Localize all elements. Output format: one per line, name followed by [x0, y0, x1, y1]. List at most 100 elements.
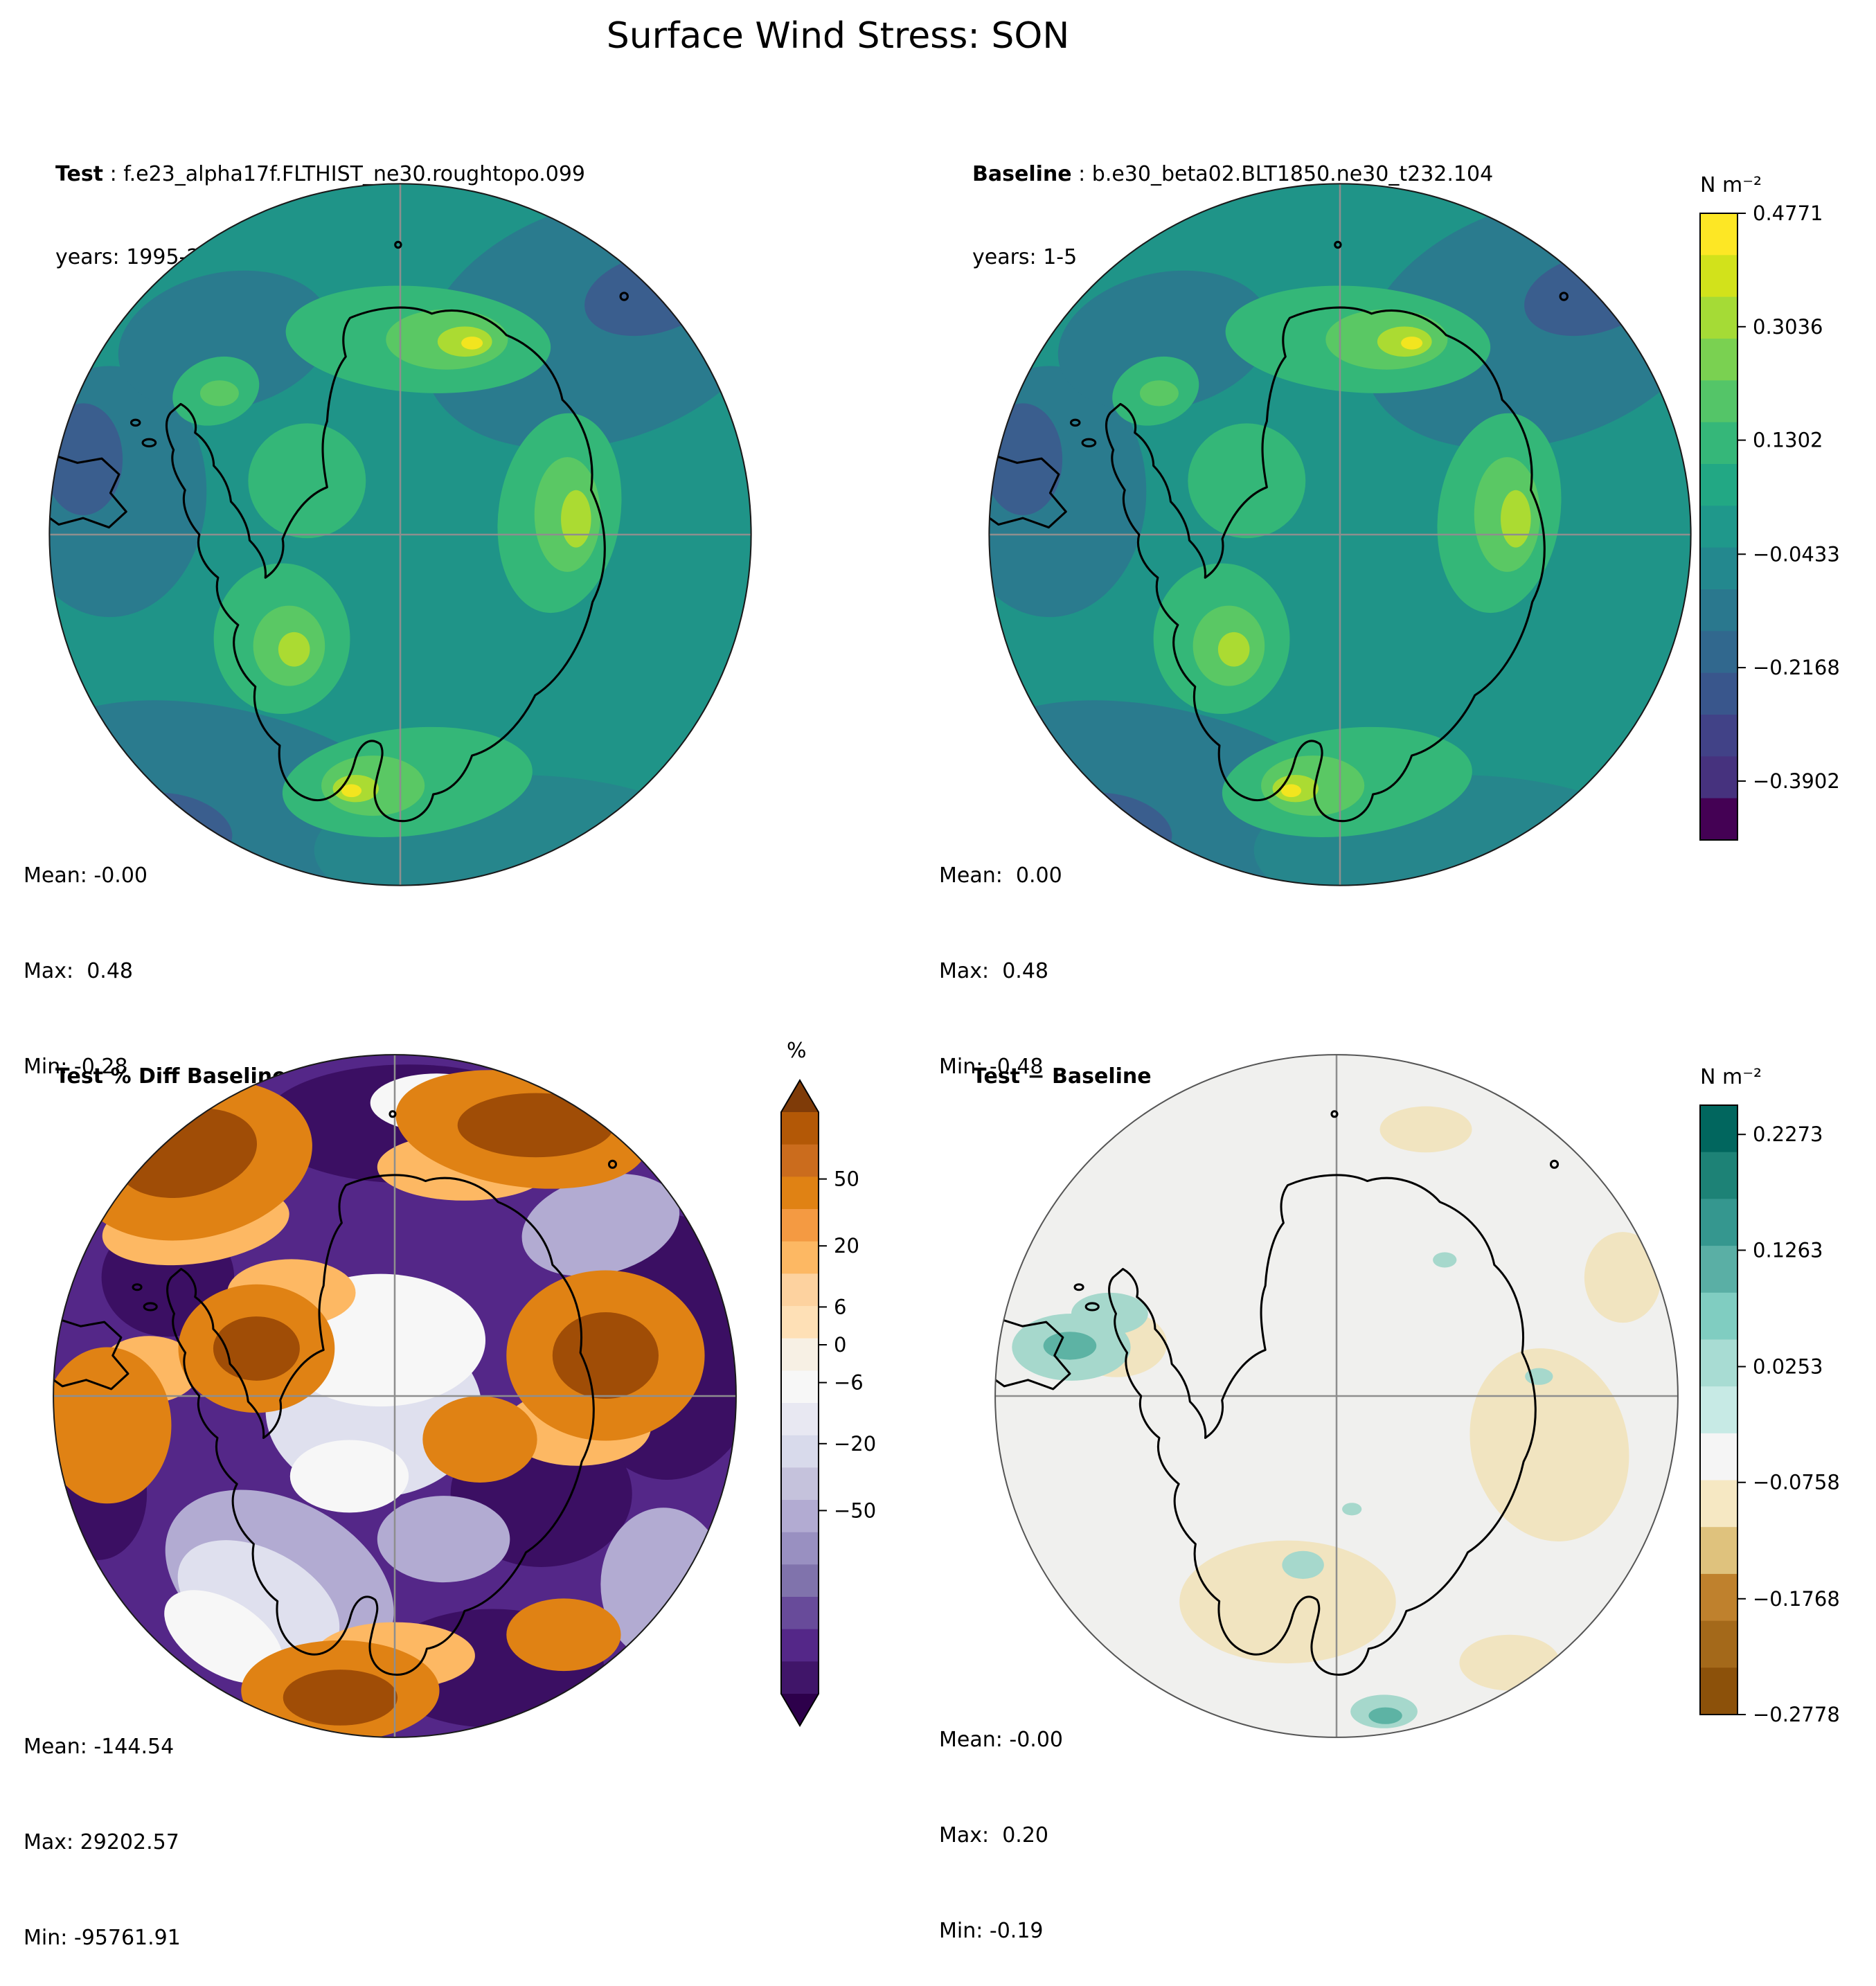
colorbar-segment — [781, 1564, 819, 1598]
colorbar-units-pct: % — [787, 1039, 807, 1063]
stat-max: Max: 0.48 — [939, 959, 1048, 983]
colorbar-segment — [1700, 756, 1737, 799]
colorbar-tick-label: 0 — [834, 1333, 846, 1357]
colorbar-arrow-bottom — [781, 1694, 819, 1726]
colorbar-tick-label: −0.1768 — [1753, 1587, 1840, 1611]
map-test — [48, 183, 752, 886]
colorbar-segment — [781, 1532, 819, 1566]
colorbar-segment — [1700, 1386, 1737, 1434]
colorbar-segment — [781, 1306, 819, 1339]
colorbar-segment — [781, 1403, 819, 1436]
colorbar-tick-label: 0.1263 — [1753, 1238, 1823, 1262]
panel-title-bold: Test − Baseline — [972, 1064, 1152, 1089]
figure-title: Surface Wind Stress: SON — [606, 15, 1070, 57]
map-boundary — [994, 1054, 1679, 1738]
colorbar-segment — [781, 1467, 819, 1501]
colorbar-segment — [1700, 1573, 1737, 1622]
colorbar-segment — [1700, 339, 1737, 382]
colorbar-segment — [781, 1435, 819, 1469]
colorbar-units-diff: N m⁻² — [1700, 1065, 1762, 1089]
stat-mean: Mean: -0.00 — [24, 864, 148, 888]
colorbar-tick-label: −0.0758 — [1753, 1471, 1840, 1494]
colorbar-tick-label: 50 — [834, 1168, 859, 1191]
colorbar-segment — [781, 1629, 819, 1663]
stats-diff: Mean: -0.00 Max: 0.20 Min: -0.19 — [939, 1661, 1063, 1979]
stat-min: Min: -0.28 — [24, 1055, 128, 1079]
colorbar-tick-label: −0.3902 — [1753, 769, 1840, 793]
colorbar-segment — [1700, 296, 1737, 339]
colorbar-brbg: 0.2273 0.1263 0.0253 −0.0758 −0.1768 −0.2778 — [1699, 1104, 1840, 1726]
colorbar-segment — [1700, 1620, 1737, 1669]
colorbar-segment — [1700, 1292, 1737, 1341]
colorbar-tick-label: 0.4771 — [1753, 202, 1823, 225]
colorbar-segment — [1700, 1152, 1737, 1200]
map-boundary — [988, 183, 1692, 886]
stats-test: Mean: -0.00 Max: 0.48 Min: -0.28 — [24, 796, 148, 1115]
colorbar-segment — [781, 1338, 819, 1372]
colorbar-segment — [1700, 1246, 1737, 1294]
colorbar-segment — [1700, 380, 1737, 423]
colorbar-units-top: N m⁻² — [1700, 173, 1762, 197]
colorbar-arrow-top — [781, 1080, 819, 1112]
colorbar-tick-label: 6 — [834, 1295, 846, 1318]
colorbar-segment — [781, 1177, 819, 1210]
stat-min: Min: -95761.91 — [24, 1926, 181, 1950]
panel-title-rest: : f.e23_alpha17f.FLTHIST_ne30.roughtopo.… — [103, 162, 586, 186]
colorbar-tick-label: −0.0433 — [1753, 542, 1840, 566]
colorbar-segment — [1700, 1527, 1737, 1575]
panel-title-bold: Baseline — [972, 162, 1072, 186]
stat-max: Max: 0.48 — [24, 959, 133, 983]
colorbar-segment — [1700, 798, 1737, 840]
colorbar-segment — [1700, 506, 1737, 548]
map-boundary — [48, 183, 752, 886]
colorbar-viridis: 0.4771 0.3036 0.1302 −0.0433 −0.2168 −0.3902 — [1699, 202, 1840, 841]
panel-header-baseline: Baseline : b.e30_beta02.BLT1850.ne30_t23… — [972, 105, 1493, 299]
stat-min: Min: -0.19 — [939, 1919, 1044, 1943]
stat-max: Max: 0.20 — [939, 1823, 1048, 1848]
map-diff — [994, 1053, 1679, 1739]
colorbar-segment — [1700, 1105, 1737, 1153]
stats-pct-diff: Mean: -144.54 Max: 29202.57 Min: -95761.… — [24, 1667, 181, 1986]
colorbar-segment — [1700, 213, 1737, 256]
colorbar-outline — [1699, 213, 1738, 841]
panel-title-rest: : b.e30_beta02.BLT1850.ne30_t232.104 — [1071, 162, 1494, 186]
colorbar-outline — [1699, 1104, 1738, 1715]
colorbar-tick-label: 0.0253 — [1753, 1355, 1823, 1379]
colorbar-tick-label: −0.2168 — [1753, 656, 1840, 679]
colorbar-segment — [1700, 1199, 1737, 1247]
colorbar-segment — [1700, 422, 1737, 465]
colorbar-segment — [1700, 631, 1737, 674]
colorbar-segment — [1700, 715, 1737, 758]
stat-mean: Mean: -144.54 — [24, 1735, 175, 1759]
colorbar-segment — [1700, 1339, 1737, 1388]
stat-mean: Mean: 0.00 — [939, 864, 1062, 888]
map-pct-diff — [52, 1053, 738, 1739]
colorbar-tick-label: 20 — [834, 1234, 859, 1258]
colorbar-tick-label: −0.2778 — [1753, 1703, 1840, 1726]
stat-max: Max: 29202.57 — [24, 1830, 179, 1854]
panel-years: years: 1-5 — [972, 245, 1078, 269]
colorbar-segment — [781, 1273, 819, 1307]
colorbar-segment — [781, 1112, 819, 1145]
colorbar-segment — [1700, 589, 1737, 632]
colorbar-segment — [781, 1241, 819, 1275]
panel-header-diff: Test − Baseline — [972, 1008, 1152, 1118]
colorbar-segment — [781, 1661, 819, 1694]
colorbar-segment — [1700, 255, 1737, 298]
colorbar-tick-label: 0.3036 — [1753, 315, 1823, 339]
colorbar-tick-label: 0.2273 — [1753, 1122, 1823, 1146]
colorbar-segment — [781, 1597, 819, 1630]
colorbar-tick-label: −6 — [834, 1371, 864, 1395]
colorbar-tick-label: −50 — [834, 1499, 876, 1522]
colorbar-segment — [1700, 672, 1737, 715]
colorbar-segment — [781, 1370, 819, 1404]
colorbar-segment — [781, 1209, 819, 1242]
colorbar-outline — [780, 1079, 819, 1727]
colorbar-segment — [1700, 1667, 1737, 1715]
colorbar-segment — [781, 1500, 819, 1533]
colorbar-tick-label: −20 — [834, 1432, 876, 1456]
panel-title-bold: Test — [55, 162, 104, 186]
stat-mean: Mean: -0.00 — [939, 1728, 1064, 1752]
colorbar-percent: 50 20 6 0 −6 −20 −50 — [780, 1079, 876, 1727]
colorbar-tick-label: 0.1302 — [1753, 429, 1823, 452]
